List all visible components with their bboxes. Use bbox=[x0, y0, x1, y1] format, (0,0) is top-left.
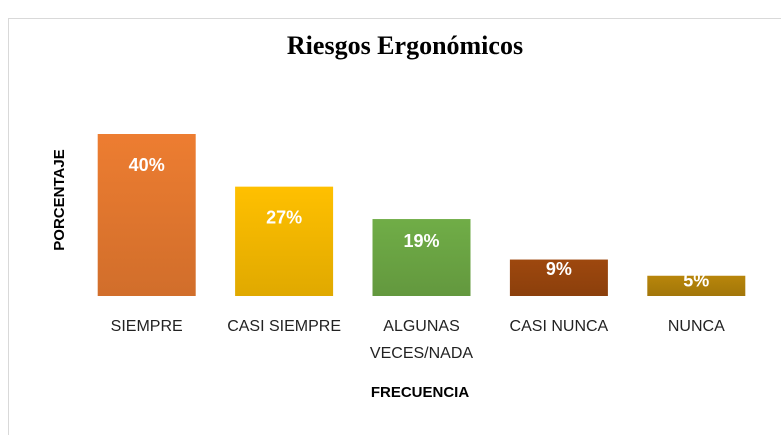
x-tick-label: NUNCA bbox=[667, 318, 725, 335]
bar bbox=[372, 219, 471, 296]
data-label: 9% bbox=[546, 259, 572, 279]
data-label: 40% bbox=[129, 155, 165, 175]
bar bbox=[509, 259, 608, 296]
data-label: 27% bbox=[266, 207, 302, 227]
data-label: 5% bbox=[683, 271, 709, 291]
x-tick-label: SIEMPRE bbox=[110, 318, 183, 335]
data-label: 19% bbox=[403, 231, 439, 251]
x-tick-label: CASI SIEMPRE bbox=[227, 318, 341, 335]
x-tick-label: ALGUNAS VECES/NADA bbox=[369, 318, 474, 362]
bar bbox=[647, 275, 746, 296]
bar bbox=[97, 134, 196, 296]
bar bbox=[235, 186, 334, 296]
x-axis-label: FRECUENCIA bbox=[371, 384, 470, 401]
x-tick-label: CASI NUNCA bbox=[509, 318, 609, 335]
chart-title: Riesgos Ergonómicos bbox=[287, 31, 523, 60]
y-axis-label: PORCENTAJE bbox=[51, 149, 68, 250]
